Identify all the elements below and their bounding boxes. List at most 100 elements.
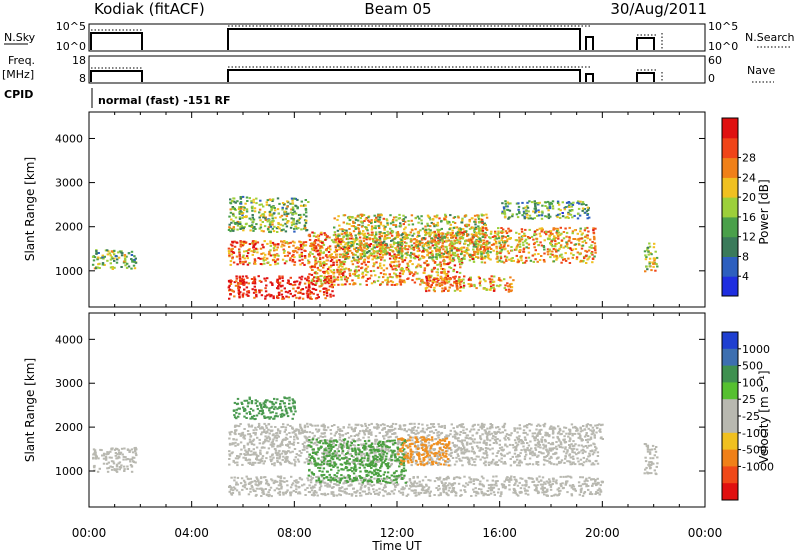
power-echo-cell [233,240,236,243]
power-echo-cell [303,282,307,285]
power-echo-cell [382,217,385,220]
power-echo-cell [591,253,594,256]
power-echo-cell [408,233,411,236]
power-echo-cell [272,243,276,246]
power-echo-cell [492,289,496,292]
velocity-echo-cell [348,493,351,495]
power-echo-cell [560,261,563,264]
power-echo-cell [449,234,453,236]
velocity-echo-cell [348,479,351,482]
power-echo-cell [559,244,563,247]
power-echo-cell [548,238,551,241]
power-echo-cell [262,205,265,208]
power-echo-cell [124,261,127,264]
power-echo-cell [412,238,415,241]
power-echo-cell [318,285,321,288]
power-echo-cell [354,238,358,241]
power-echo-cell [520,259,523,262]
velocity-echo-cell [388,458,391,461]
power-echo-cell [537,214,541,217]
velocity-echo-cell [401,491,405,494]
power-echo-cell [487,254,490,257]
power-echo-cell [397,260,400,263]
power-echo-cell [401,233,404,235]
power-echo-cell [335,278,338,281]
power-echo-cell [382,249,385,252]
power-echo-cell [319,262,322,265]
power-echo-cell [316,253,320,256]
power-echo-cell [507,216,511,219]
power-echo-cell [583,239,586,242]
power-echo-cell [248,243,252,245]
power-echo-cell [320,283,324,286]
velocity-echo-cell [234,457,238,460]
power-echo-cell [293,227,296,230]
velocity-echo-cell [441,482,444,484]
power-echo-cell [336,249,339,251]
velocity-echo-cell [508,484,511,487]
power-echo-cell [289,202,292,205]
power-echo-cell [558,213,561,216]
power-echo-cell [231,257,234,260]
power-echo-cell [278,227,281,230]
power-echo-cell [254,228,257,230]
power-echo-cell [653,259,656,262]
power-echo-cell [435,253,438,256]
power-echo-cell [292,222,295,225]
power-echo-cell [374,227,377,230]
velocity-echo-cell [447,484,450,487]
velocity-echo-cell [362,459,366,462]
power-echo-cell [447,231,450,234]
power-echo-cell [383,237,386,240]
velocity-echo-cell [102,462,106,465]
power-echo-cell [495,237,499,240]
power-echo-cell [400,234,403,237]
velocity-echo-cell [344,491,347,493]
power-echo-cell [376,250,379,253]
velocity-echo-cell [361,462,364,465]
power-echo-cell [436,228,439,231]
power-echo-cell [237,292,241,294]
power-echo-cell [253,285,256,288]
power-echo-cell [304,277,307,280]
power-echo-cell [471,236,475,239]
velocity-echo-cell [447,489,451,492]
power-echo-cell [332,261,335,264]
nsky-trace [90,28,655,50]
velocity-echo-cell [295,479,298,482]
power-echo-cell [357,269,360,272]
velocity-echo-cell [457,476,461,479]
power-echo-cell [423,272,426,274]
power-echo-cell [239,262,242,265]
power-echo-cell [395,276,399,279]
power-echo-cell [230,250,233,253]
velocity-echo-cell [434,460,438,463]
power-echo-cell [414,245,417,248]
velocity-echo-cell [93,464,96,467]
velocity-echo-cell [457,446,460,449]
freq-unit-label: [MHz] [2,68,34,81]
power-echo-cell [338,248,341,251]
velocity-echo-cell [95,455,98,458]
power-echo-cell [482,246,485,249]
power-echo-cell [587,249,591,252]
power-echo-cell [539,235,542,238]
power-echo-cell [252,198,255,201]
power-echo-cell [281,277,284,279]
power-echo-cell [363,232,367,235]
power-echo-cell [110,256,114,259]
velocity-echo-cell [557,490,561,493]
power-echo-cell [404,220,407,223]
velocity-echo-cell [393,488,396,491]
velocity-echo-cell [541,476,545,479]
power-echo-cell [332,269,336,271]
power-echo-cell [238,255,241,258]
power-echo-cell [580,237,583,240]
power-echo-cell [587,230,590,233]
power-echo-cell [441,232,445,235]
power-echo-cell [268,223,272,226]
power-echo-cell [238,295,241,298]
velocity-echo-cell [345,476,348,479]
power-echo-cell [543,248,546,251]
power-colorbar-segment [722,157,738,178]
